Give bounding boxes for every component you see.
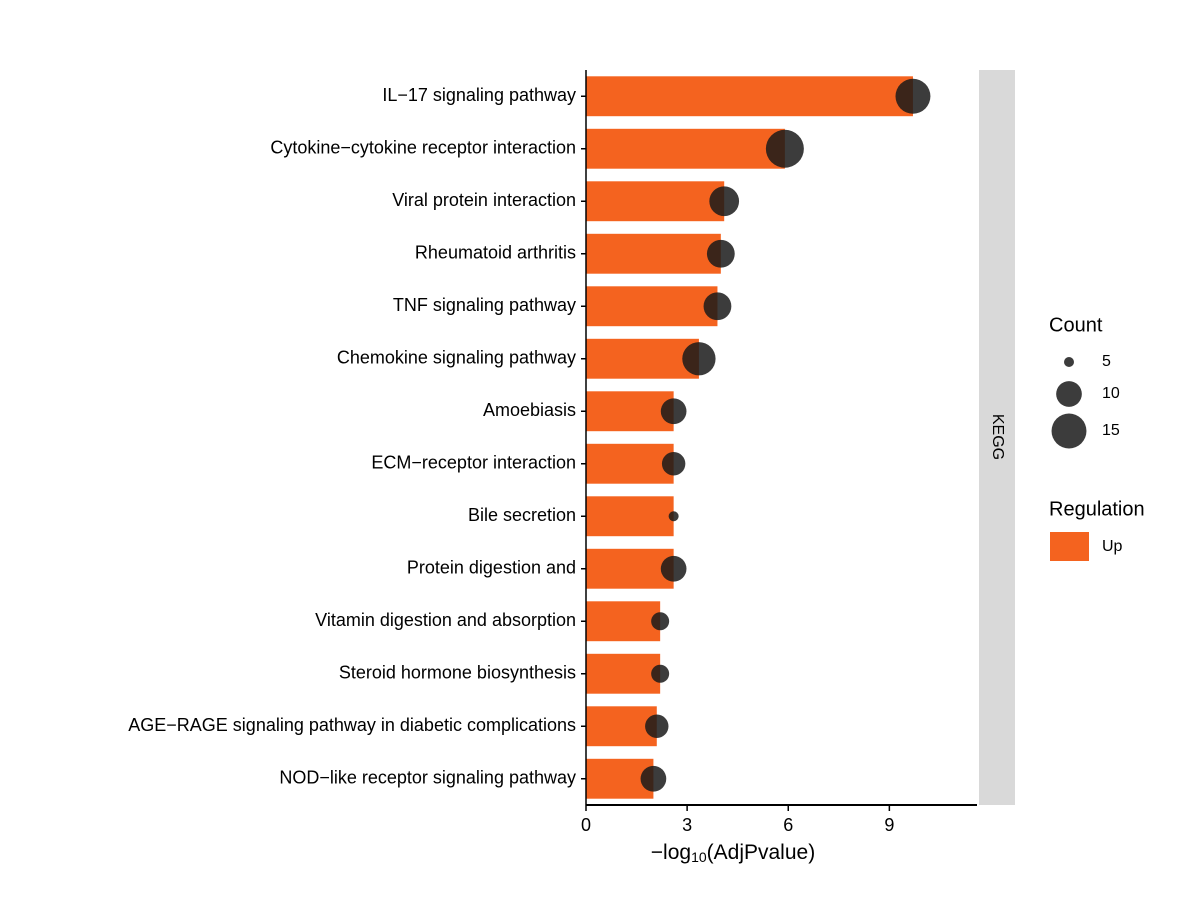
- bubble: [651, 612, 670, 631]
- bar: [586, 128, 785, 169]
- x-tick-label: 9: [884, 815, 894, 835]
- y-tick-label: Rheumatoid arthritis: [415, 243, 576, 263]
- legend-swatch: [1050, 532, 1089, 561]
- bar: [586, 286, 718, 327]
- size-legend-title: Count: [1049, 314, 1103, 336]
- bar: [586, 391, 674, 432]
- y-tick-label: TNF signaling pathway: [393, 295, 576, 315]
- legend-bubble: [1051, 413, 1087, 449]
- bubble: [895, 78, 931, 114]
- y-tick-label: Vitamin digestion and absorption: [315, 610, 576, 630]
- facet-label: KEGG: [989, 414, 1006, 460]
- bubble: [765, 129, 804, 168]
- color-legend-title: Regulation: [1049, 498, 1145, 520]
- x-label-part: (AdjPvalue): [707, 841, 816, 864]
- legend-label: Up: [1102, 538, 1123, 555]
- y-tick-label: Chemokine signaling pathway: [337, 348, 576, 368]
- bar: [586, 181, 725, 222]
- y-tick-label: AGE−RAGE signaling pathway in diabetic c…: [128, 715, 576, 735]
- bubble: [668, 511, 679, 522]
- legend-bubble: [1064, 357, 1074, 367]
- bar: [586, 76, 913, 117]
- bubble: [660, 398, 687, 425]
- legend-label: 10: [1102, 385, 1120, 402]
- bubble: [682, 342, 716, 376]
- bar: [586, 601, 661, 642]
- facet-strip: [979, 70, 1015, 805]
- y-tick-label: Amoebiasis: [483, 400, 576, 420]
- x-label-sub: 10: [691, 849, 707, 865]
- y-tick-label: Protein digestion and: [407, 558, 576, 578]
- y-tick-label: Viral protein interaction: [392, 190, 576, 210]
- legend-bubble: [1056, 381, 1082, 407]
- bubble: [640, 765, 667, 792]
- y-tick-label: Steroid hormone biosynthesis: [339, 663, 576, 683]
- bar: [586, 653, 661, 694]
- bar: [586, 706, 657, 747]
- bar: [586, 443, 674, 484]
- bar: [586, 233, 721, 274]
- y-tick-label: NOD−like receptor signaling pathway: [279, 768, 576, 788]
- bubble: [645, 714, 669, 738]
- bar: [586, 548, 674, 589]
- bubble: [661, 452, 686, 476]
- x-tick-label: 6: [783, 815, 793, 835]
- bar: [586, 496, 674, 537]
- bubble: [706, 239, 735, 268]
- legend-label: 15: [1102, 422, 1120, 439]
- bubble: [703, 292, 732, 321]
- y-tick-label: ECM−receptor interaction: [371, 453, 576, 473]
- bar: [586, 338, 699, 379]
- bubble: [709, 186, 740, 217]
- y-tick-label: Cytokine−cytokine receptor interaction: [270, 138, 576, 158]
- bubble: [660, 555, 687, 582]
- x-label-part: −log: [651, 841, 691, 864]
- bubble: [651, 664, 670, 683]
- x-tick-label: 0: [581, 815, 591, 835]
- y-tick-label: IL−17 signaling pathway: [382, 85, 576, 105]
- x-axis-label: −log10(AdjPvalue): [651, 841, 815, 865]
- y-tick-label: Bile secretion: [468, 505, 576, 525]
- x-tick-label: 3: [682, 815, 692, 835]
- legend-label: 5: [1102, 353, 1111, 370]
